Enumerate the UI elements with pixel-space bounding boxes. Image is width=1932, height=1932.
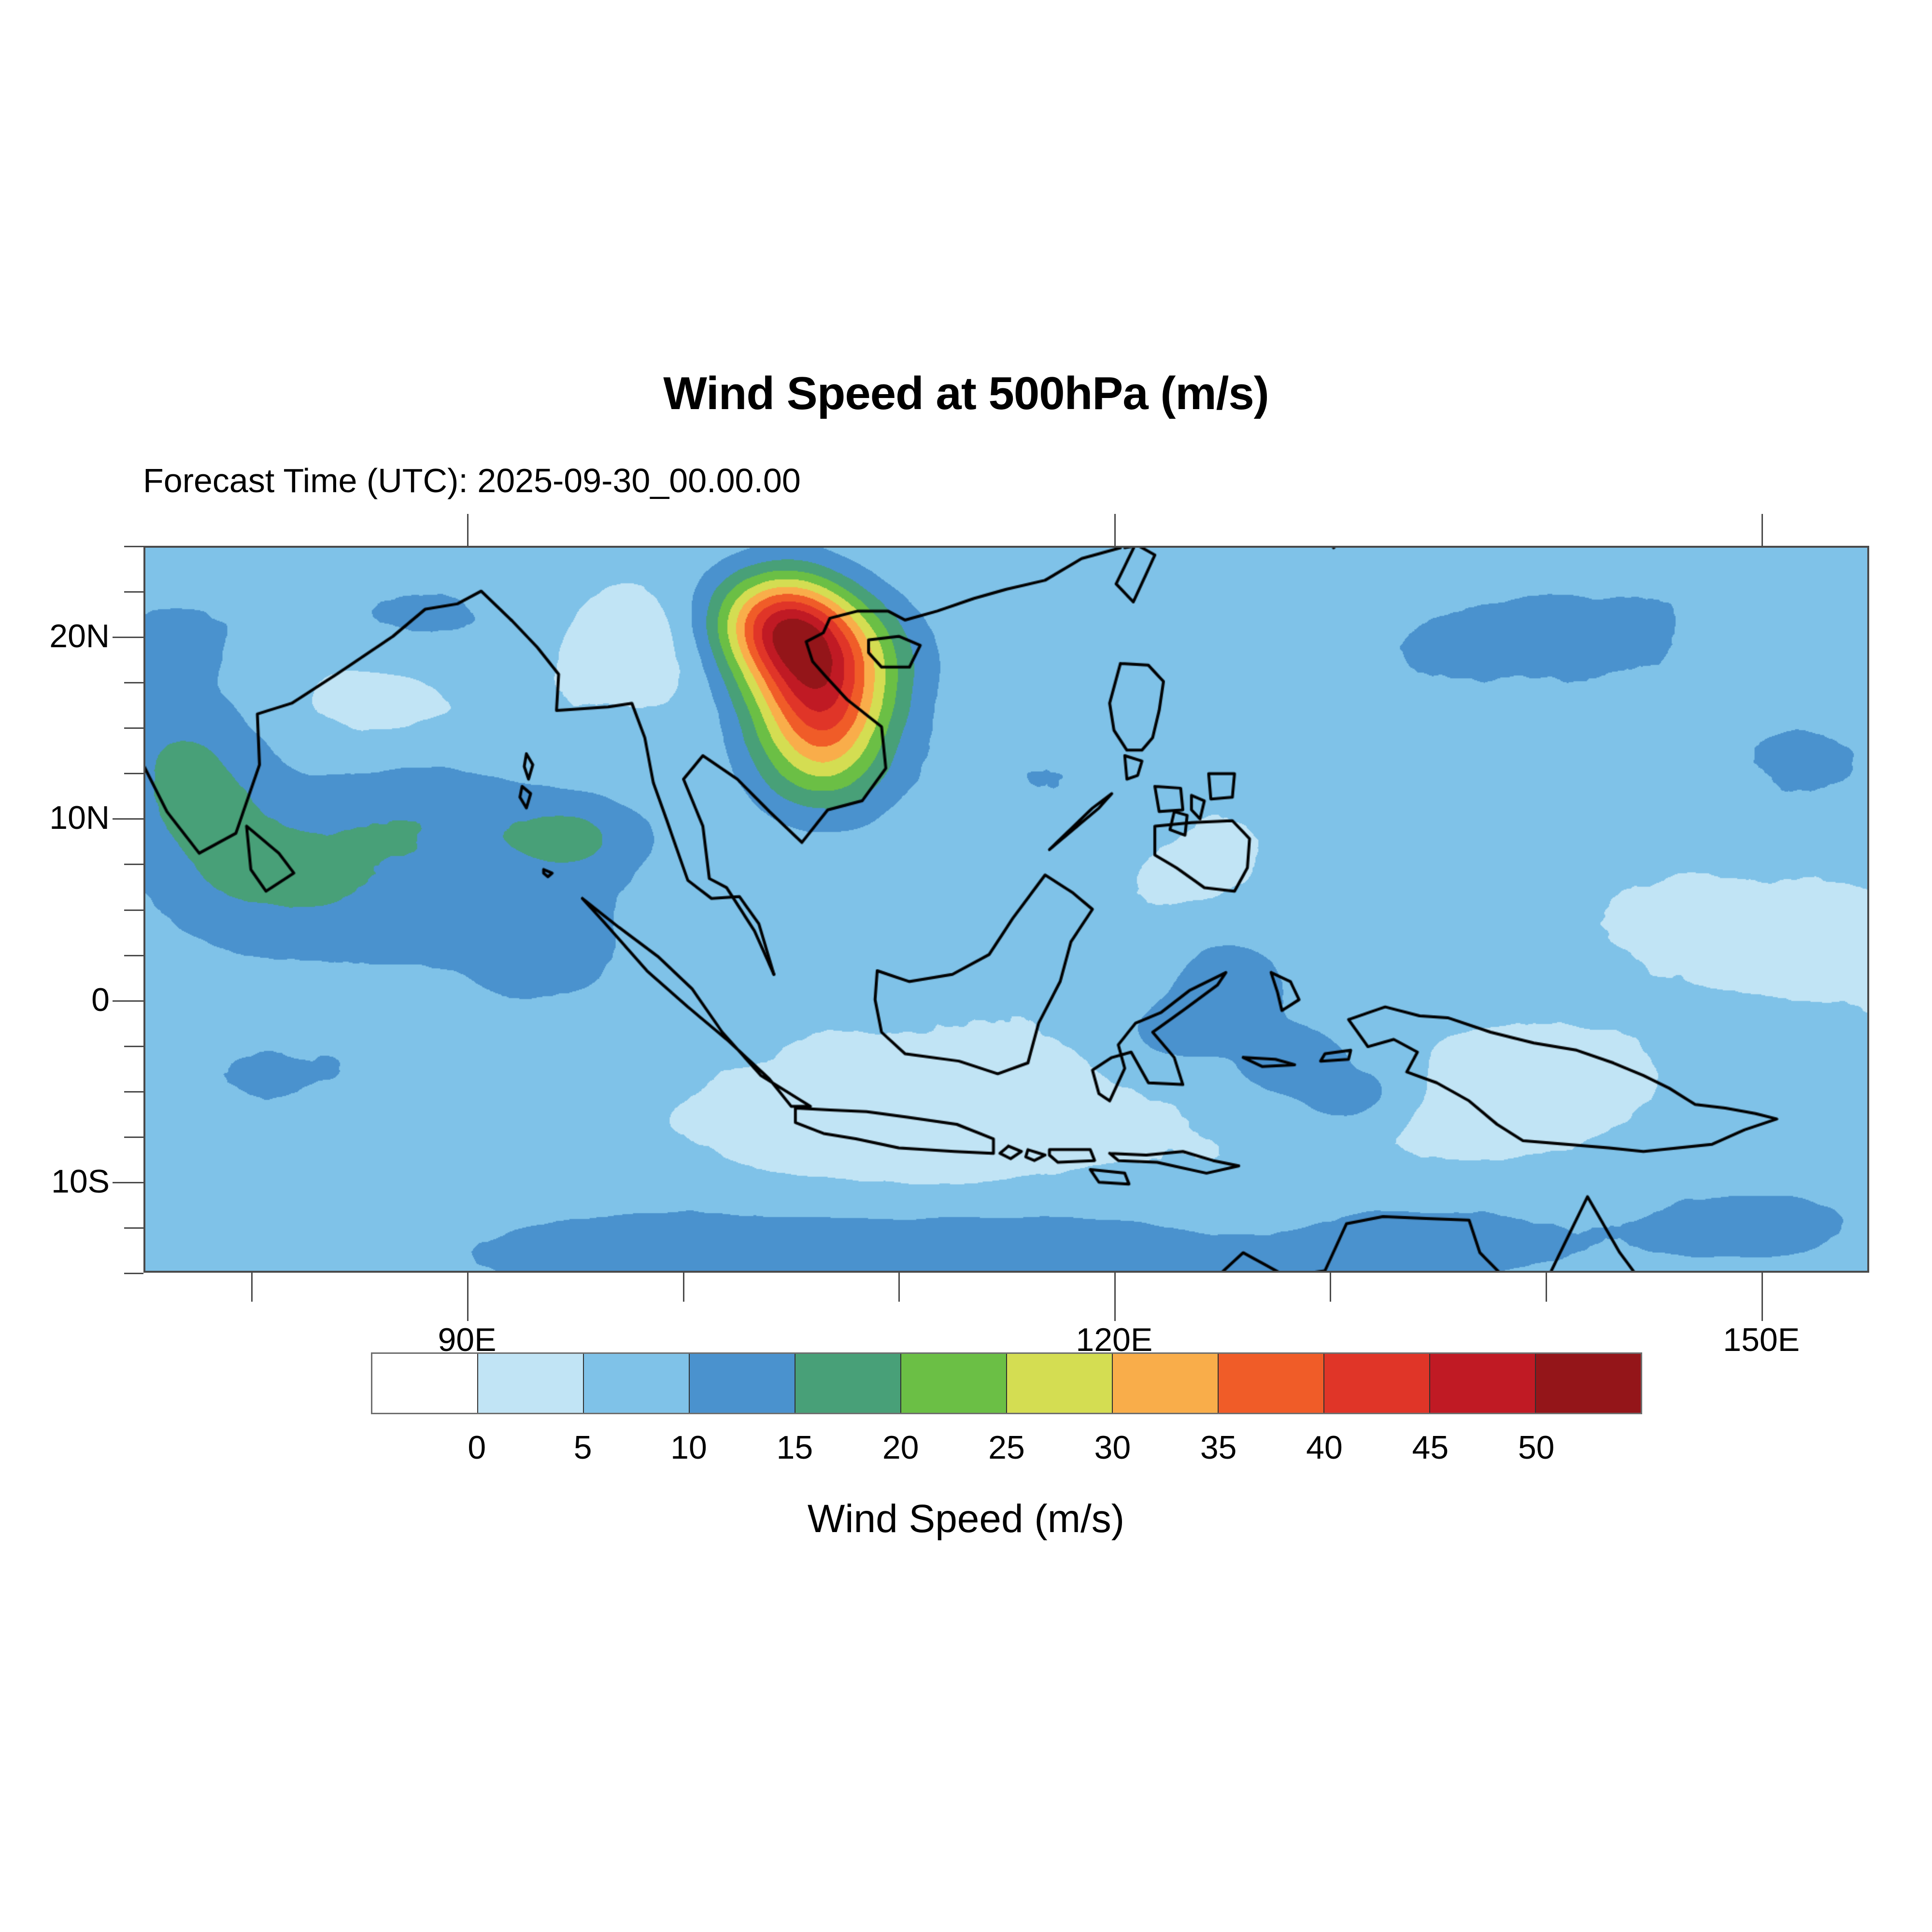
page-title: Wind Speed at 500hPa (m/s) xyxy=(663,368,1269,419)
colorbar-segment[interactable] xyxy=(372,1354,478,1413)
y-axis-major-tick xyxy=(113,1000,143,1002)
colorbar-tick-label: 20 xyxy=(882,1429,919,1466)
x-axis-minor-tick xyxy=(898,1273,900,1302)
colorbar-segment[interactable] xyxy=(1430,1354,1536,1413)
y-axis-minor-tick xyxy=(124,864,143,865)
y-axis-major-tick xyxy=(113,1182,143,1183)
x-axis-top-tick xyxy=(467,514,469,546)
colorbar-segment[interactable] xyxy=(1007,1354,1113,1413)
colorbar-tick-label: 40 xyxy=(1306,1429,1343,1466)
colorbar-segment[interactable] xyxy=(690,1354,796,1413)
y-axis-minor-tick xyxy=(124,1273,143,1274)
x-axis-minor-tick xyxy=(1330,1273,1331,1302)
colorbar-tick-label: 50 xyxy=(1518,1429,1555,1466)
y-axis-tick-label: 0 xyxy=(91,981,110,1018)
y-axis-minor-tick xyxy=(124,1091,143,1093)
y-axis-minor-tick xyxy=(124,546,143,547)
colorbar-segment[interactable] xyxy=(1219,1354,1324,1413)
x-axis-top-tick xyxy=(1762,514,1763,546)
y-axis-minor-tick xyxy=(124,1136,143,1138)
colorbar-tick-label: 25 xyxy=(988,1429,1025,1466)
y-axis-tick-label: 20N xyxy=(49,618,110,655)
x-axis-minor-tick xyxy=(251,1273,253,1302)
colorbar-tick-label: 0 xyxy=(468,1429,486,1466)
colorbar-segment[interactable] xyxy=(584,1354,690,1413)
colorbar-segment[interactable] xyxy=(1113,1354,1219,1413)
colorbar-tick-label: 35 xyxy=(1200,1429,1237,1466)
colorbar[interactable] xyxy=(371,1352,1642,1414)
x-axis-major-tick xyxy=(1114,1273,1116,1321)
colorbar-tick-label: 15 xyxy=(776,1429,813,1466)
colorbar-tick-label: 45 xyxy=(1412,1429,1449,1466)
colorbar-segment[interactable] xyxy=(478,1354,584,1413)
y-axis-minor-tick xyxy=(124,1227,143,1229)
y-axis-major-tick xyxy=(113,818,143,820)
colorbar-tick-label: 5 xyxy=(573,1429,592,1466)
colorbar-segment[interactable] xyxy=(796,1354,901,1413)
x-axis-tick-label: 90E xyxy=(438,1321,497,1358)
colorbar-segment[interactable] xyxy=(1536,1354,1641,1413)
x-axis-major-tick xyxy=(1762,1273,1763,1321)
y-axis-minor-tick xyxy=(124,591,143,593)
y-axis-minor-tick xyxy=(124,909,143,911)
x-axis-minor-tick xyxy=(683,1273,684,1302)
x-axis-tick-label: 120E xyxy=(1076,1321,1153,1358)
x-axis-tick-label: 150E xyxy=(1723,1321,1800,1358)
y-axis-minor-tick xyxy=(124,682,143,683)
map-plot-area xyxy=(143,546,1869,1273)
y-axis-tick-label: 10S xyxy=(51,1163,110,1200)
y-axis-minor-tick xyxy=(124,773,143,774)
y-axis-minor-tick xyxy=(124,955,143,956)
colorbar-segment[interactable] xyxy=(1324,1354,1430,1413)
y-axis-minor-tick xyxy=(124,727,143,729)
y-axis-tick-label: 10N xyxy=(49,799,110,837)
forecast-time-subtitle: Forecast Time (UTC): 2025-09-30_00.00.00 xyxy=(143,462,801,499)
colorbar-tick-label: 10 xyxy=(670,1429,707,1466)
y-axis-major-tick xyxy=(113,637,143,638)
x-axis-minor-tick xyxy=(1546,1273,1547,1302)
wind-speed-contour-canvas xyxy=(145,548,1867,1271)
colorbar-title: Wind Speed (m/s) xyxy=(807,1497,1125,1541)
x-axis-major-tick xyxy=(467,1273,469,1321)
colorbar-tick-label: 30 xyxy=(1094,1429,1131,1466)
x-axis-top-tick xyxy=(1114,514,1116,546)
colorbar-segment[interactable] xyxy=(901,1354,1007,1413)
y-axis-minor-tick xyxy=(124,1046,143,1047)
